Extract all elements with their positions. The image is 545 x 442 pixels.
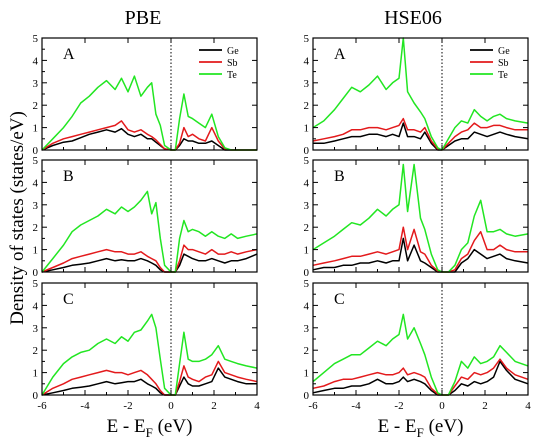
panel-label: A [63,46,75,63]
series-line-te [41,190,258,273]
y-tick-label: 1 [33,245,39,257]
x-axis-label: E - EF (eV) [107,416,193,440]
y-tick-label: 0 [33,390,39,402]
y-tick-label: 3 [33,78,39,90]
y-tick-label: 2 [33,100,39,112]
y-tick-label: 1 [304,368,310,380]
x-tick-label: 2 [482,400,488,412]
panel-label: B [334,168,345,185]
y-tick-label: 1 [33,368,39,380]
series-line-te [41,313,258,396]
y-tick-label: 5 [304,278,310,290]
panel-label: C [63,291,74,308]
series-line-ge [41,367,257,396]
series-line-ge [312,360,529,396]
y-tick-label: 0 [304,390,310,402]
x-tick-label: -6 [308,400,318,412]
y-tick-label: 2 [304,345,310,357]
y-tick-label: 3 [304,200,310,212]
y-tick-label: 4 [33,55,39,67]
series-line-ge [41,253,258,273]
y-tick-label: 2 [33,222,39,234]
y-tick-label: 2 [33,345,39,357]
y-tick-label: 4 [33,177,39,189]
y-axis-label: Density of states (states/eV) [7,111,28,325]
panel-pbe-c: 0 1 2 3 4 5 -6 -4 -2 0 2 4 C E - EF (eV) [33,278,261,440]
legend-label-te: Te [227,70,237,81]
column-title-hse06: HSE06 [384,7,442,29]
y-tick-label: 5 [304,155,310,167]
column-title-pbe: PBE [125,7,162,29]
y-tick-label: 4 [304,55,310,67]
panel-label: B [63,168,74,185]
y-tick-label: 3 [33,323,39,335]
series-line-sb [41,120,257,151]
y-tick-label: 2 [304,222,310,234]
series-line-te [312,313,529,396]
y-tick-label: 2 [304,100,310,112]
y-tick-label: 5 [304,33,310,45]
y-tick-label: 1 [304,245,310,257]
y-tick-label: 1 [33,123,39,135]
series-line-ge [313,122,529,151]
y-tick-label: 4 [304,177,310,189]
x-tick-label: 2 [211,400,217,412]
y-tick-label: 5 [33,155,39,167]
x-tick-label: 4 [525,400,531,412]
series-line-sb [312,226,528,273]
series-line-te [312,37,529,151]
y-tick-label: 3 [33,200,39,212]
x-tick-label: 4 [254,400,260,412]
y-tick-label: 5 [33,33,39,45]
panel-label: A [334,46,346,63]
x-tick-label: 0 [168,400,174,412]
plot-frame [41,159,258,273]
y-tick-label: 3 [304,78,310,90]
x-axis-label: E - EF (eV) [378,416,464,440]
y-tick-label: 1 [304,123,310,135]
y-tick-label: 0 [304,267,310,279]
y-tick-label: 4 [304,300,310,312]
series-line-ge [41,127,257,151]
panel-pbe-b: 0 1 2 3 4 5 B [33,155,258,279]
plot-frame [312,282,529,396]
x-tick-label: 0 [439,400,445,412]
y-tick-label: 0 [33,145,39,157]
x-tick-label: -4 [80,400,90,412]
legend-label-te: Te [498,70,508,81]
series-line-sb [41,360,258,396]
series-line-ge [312,237,529,273]
panel-hse06-b: 0 1 2 3 4 5 B [304,155,529,279]
x-tick-label: -6 [37,400,47,412]
series-line-sb [312,358,529,396]
x-tick-label: -2 [394,400,403,412]
panel-hse06-c: 0 1 2 3 4 5 -6 -4 -2 0 2 4 C E - EF (eV) [304,278,532,440]
y-tick-label: 0 [304,145,310,157]
panel-label: C [334,291,345,308]
y-tick-label: 5 [33,278,39,290]
series-line-sb [312,117,528,151]
legend-label-ge: Ge [498,46,510,57]
series-line-te [312,163,529,273]
y-tick-label: 3 [304,323,310,335]
x-tick-label: -2 [123,400,132,412]
x-tick-label: -4 [351,400,361,412]
y-tick-label: 0 [33,267,39,279]
legend-label-sb: Sb [227,58,238,69]
legend-label-sb: Sb [498,58,509,69]
series-line-sb [41,244,258,273]
series-line-te [41,75,257,151]
legend-label-ge: Ge [227,46,239,57]
y-tick-label: 4 [33,300,39,312]
